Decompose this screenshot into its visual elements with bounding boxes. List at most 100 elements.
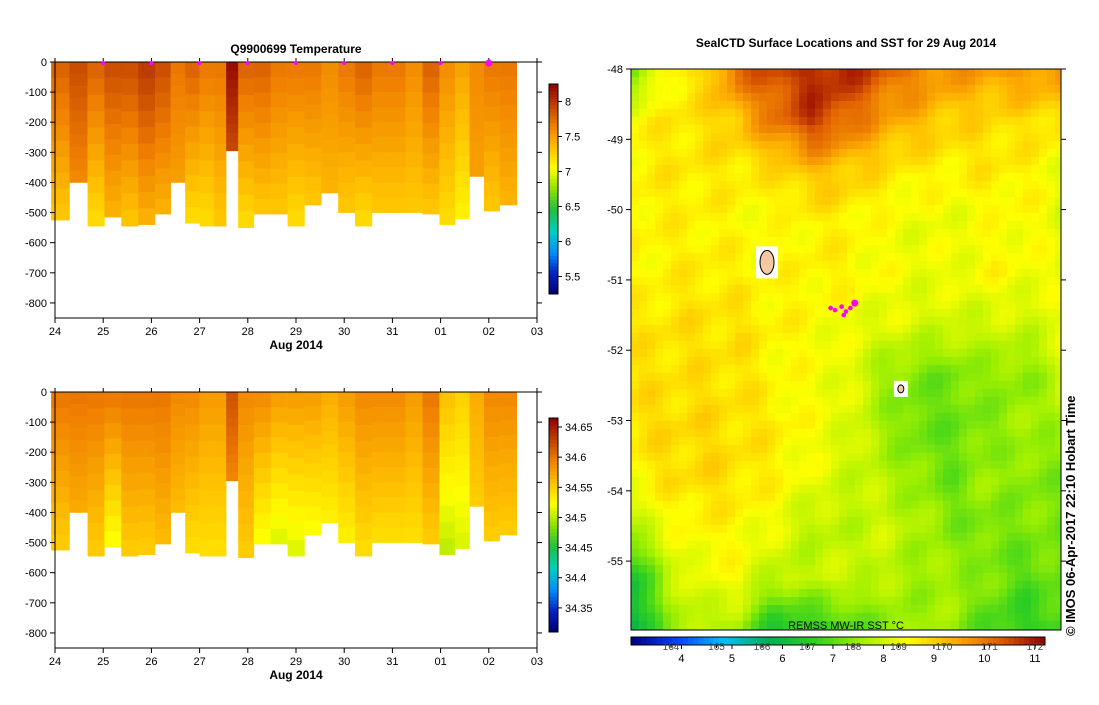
sst-cell (759, 445, 768, 454)
sst-cell (711, 229, 720, 238)
profile-cell (270, 513, 288, 530)
sst-cell (783, 509, 792, 518)
sst-cell (711, 565, 720, 574)
sst-cell (1007, 173, 1016, 182)
profile-cell (304, 392, 322, 407)
sst-cell (679, 93, 688, 102)
sst-cell (927, 421, 936, 430)
sst-cell (863, 525, 872, 534)
sst-cell (1047, 413, 1056, 422)
sst-cell (895, 597, 904, 606)
sst-cell (1015, 101, 1024, 110)
profile-cell (87, 176, 105, 194)
x-tick-label: 02 (483, 656, 495, 668)
sst-cell (951, 565, 960, 574)
sst-cell (791, 469, 800, 478)
profile-cell (371, 482, 390, 498)
sst-cell (711, 493, 720, 502)
sst-cell (1023, 277, 1032, 286)
sst-cell (1023, 493, 1032, 502)
sst-cell (927, 317, 936, 326)
sst-cell (911, 557, 920, 566)
sst-cell (967, 173, 976, 182)
sst-cell (711, 149, 720, 158)
sst-cell (807, 413, 816, 422)
sst-cell (743, 477, 752, 486)
profile-cell (439, 424, 456, 442)
sst-cell (1055, 557, 1062, 566)
profile-cell (338, 407, 356, 423)
sst-cell (1055, 565, 1062, 574)
sst-cell (1031, 565, 1040, 574)
colorbar-cell (549, 503, 558, 508)
sst-cell (791, 605, 800, 614)
sst-cell (687, 277, 696, 286)
sst-cell (727, 109, 736, 118)
sst-cell (991, 221, 1000, 230)
sst-cell (967, 533, 976, 542)
sst-cell (1047, 389, 1056, 398)
sst-cell (655, 141, 664, 150)
sst-cell (847, 293, 856, 302)
sst-cell (959, 597, 968, 606)
sst-cell (903, 173, 912, 182)
sst-cell (703, 605, 712, 614)
sst-cell (695, 605, 704, 614)
profile-cell (388, 527, 406, 543)
sst-colorbar-cell (889, 637, 896, 645)
sst-cell (1007, 509, 1016, 518)
sst-cell (967, 365, 976, 374)
sst-cell (823, 293, 832, 302)
sst-cell (927, 389, 936, 398)
colorbar-cell (549, 175, 558, 179)
sst-cell (1007, 541, 1016, 550)
profile-cell (338, 467, 356, 483)
sst-cell (807, 181, 816, 190)
sst-cell (983, 445, 992, 454)
sst-cell (735, 157, 744, 166)
sst-cell (703, 125, 712, 134)
sst-cell (903, 509, 912, 518)
sst-cell (791, 429, 800, 438)
sst-cell (911, 301, 920, 310)
profile-cell (69, 146, 88, 159)
profile-cell (170, 452, 186, 465)
sst-cell (903, 93, 912, 102)
colorbar-cell (549, 290, 558, 295)
sst-cell (655, 501, 664, 510)
sst-cell (959, 605, 968, 614)
sst-cell (871, 93, 880, 102)
sst-cell (903, 261, 912, 270)
sst-cell (671, 509, 680, 518)
sst-cell (895, 205, 904, 214)
sst-cell (991, 501, 1000, 510)
sst-cell (687, 461, 696, 470)
sst-cell (631, 597, 640, 606)
sst-cell (935, 69, 944, 78)
sst-cell (1031, 373, 1040, 382)
sst-cell (1047, 269, 1056, 278)
sst-cell (1031, 117, 1040, 126)
sst-cell (631, 581, 640, 590)
sst-cell (879, 421, 888, 430)
sst-cell (711, 117, 720, 126)
sst-cell (687, 565, 696, 574)
y-tick-label: -500 (25, 538, 47, 550)
sst-cell (639, 341, 648, 350)
profile-cell (155, 122, 171, 139)
sst-cell (679, 565, 688, 574)
sst-cell (815, 245, 824, 254)
sst-cell (847, 445, 856, 454)
sst-cell (919, 293, 928, 302)
sst-cell (807, 501, 816, 510)
sst-cell (855, 141, 864, 150)
colorbar-cell (549, 105, 558, 109)
sst-cell (967, 69, 976, 78)
sst-cell (727, 509, 736, 518)
sst-cell (1023, 221, 1032, 230)
sst-cell (1047, 421, 1056, 430)
sst-cell (863, 517, 872, 526)
sst-cell (999, 621, 1008, 630)
sst-cell (687, 149, 696, 158)
sst-cell (671, 165, 680, 174)
